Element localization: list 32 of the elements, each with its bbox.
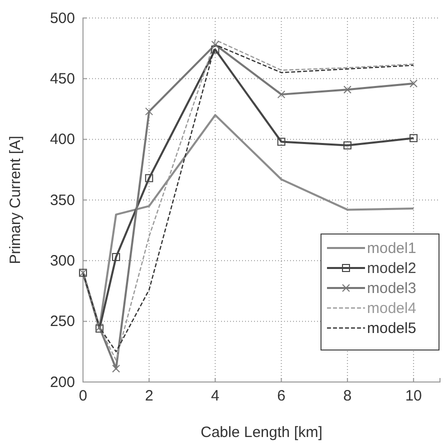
x-tick-label: 4 xyxy=(211,388,220,405)
y-tick-label: 250 xyxy=(50,313,75,330)
point xyxy=(112,364,120,373)
point xyxy=(211,46,220,54)
y-tick-label: 450 xyxy=(50,70,75,88)
x-axis-title: Cable Length [km] xyxy=(200,424,322,441)
point xyxy=(410,134,418,142)
point xyxy=(277,90,286,98)
point xyxy=(145,174,154,182)
point xyxy=(277,138,286,146)
y-tick-label: 300 xyxy=(50,252,75,270)
point xyxy=(410,80,418,88)
point xyxy=(112,253,120,262)
point xyxy=(145,107,154,116)
legend-label: model5 xyxy=(367,320,416,337)
legend-label: model3 xyxy=(367,280,416,297)
y-tick-label: 500 xyxy=(50,10,75,27)
x-tick-label: 10 xyxy=(405,388,422,405)
point xyxy=(343,141,352,150)
x-tick-label: 0 xyxy=(78,388,88,405)
y-tick-label: 400 xyxy=(50,131,75,148)
point xyxy=(343,86,352,94)
x-tick-label: 8 xyxy=(343,388,352,405)
point xyxy=(211,40,220,49)
legend-label: model4 xyxy=(367,300,416,317)
y-tick-label: 200 xyxy=(50,374,75,391)
y-tick-label: 350 xyxy=(50,192,75,209)
legend-label: model1 xyxy=(367,240,416,257)
x-tick-label: 6 xyxy=(277,388,286,405)
x-tick-label: 2 xyxy=(144,388,154,405)
legend-label: model2 xyxy=(367,260,416,277)
y-axis-title: Primary Current [A] xyxy=(7,136,24,264)
